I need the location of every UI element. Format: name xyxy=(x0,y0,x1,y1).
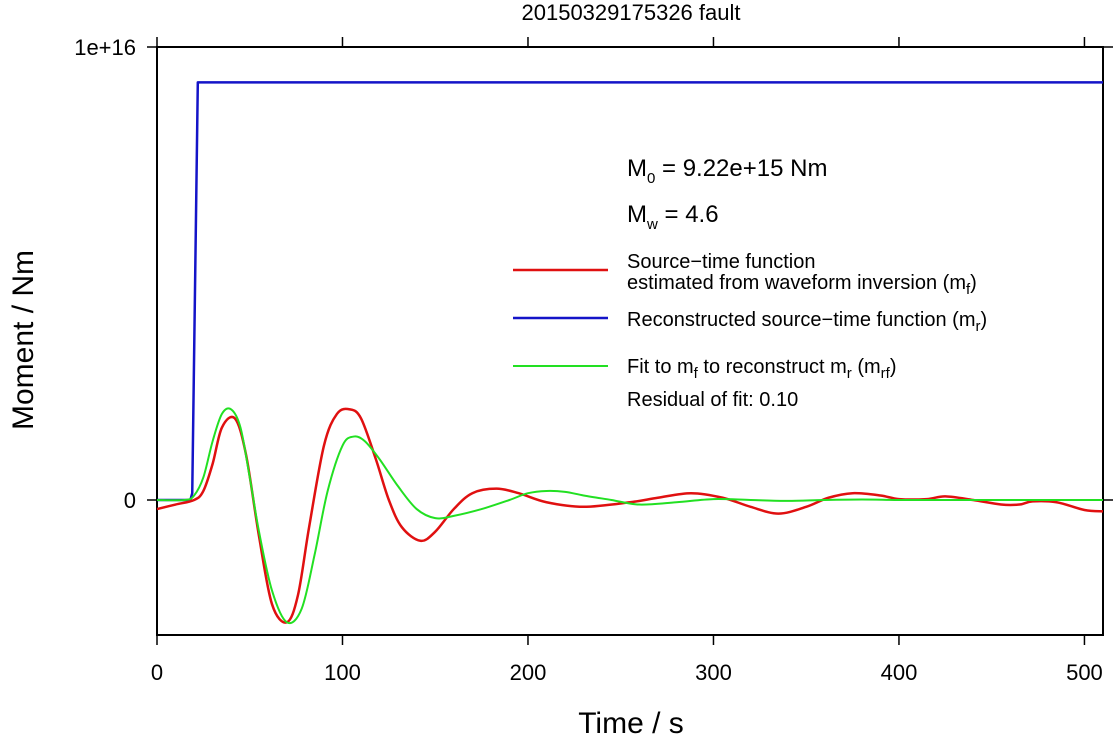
x-tick-label: 100 xyxy=(324,660,361,685)
x-tick-label: 500 xyxy=(1066,660,1103,685)
m0-main: M xyxy=(627,155,647,182)
legend-stf-tail: ) xyxy=(970,272,977,294)
x-axis-label: Time / s xyxy=(578,707,684,735)
series-line-fit xyxy=(156,407,1103,625)
x-tick-label: 400 xyxy=(881,660,918,685)
plot-frame xyxy=(156,46,1104,636)
residual-annotation: Residual of fit: 0.10 xyxy=(627,389,798,411)
y-tick-label: 0 xyxy=(124,488,136,513)
m0-subscript: 0 xyxy=(647,170,655,187)
mw-subscript: w xyxy=(646,216,658,233)
y-tick-label: 1e+16 xyxy=(74,35,136,60)
tick-labels: 0 100 200 300 400 500 0 1e+16 xyxy=(74,35,1103,685)
legend-rec-text: Reconstructed source−time function (m xyxy=(627,309,976,331)
mw-main: M xyxy=(627,201,647,228)
legend-fit-text-c: (m xyxy=(852,356,881,378)
legend-label-fit: Fit to mf to reconstruct mr (mrf) xyxy=(627,356,897,382)
legend-label-stf-line1: Source−time function xyxy=(627,251,815,273)
x-tick-label: 0 xyxy=(151,660,163,685)
x-tick-label: 200 xyxy=(510,660,547,685)
legend-fit-text-a: Fit to m xyxy=(627,356,694,378)
x-tick-label: 300 xyxy=(695,660,732,685)
m0-annotation: M0 = 9.22e+15 Nm xyxy=(627,155,827,187)
legend-fit-sub1: f xyxy=(694,365,699,382)
legend-fit-sub2: r xyxy=(847,365,852,382)
mw-value: = 4.6 xyxy=(658,201,719,228)
y-axis-label: Moment / Nm xyxy=(7,250,40,430)
legend-stf-subscript: f xyxy=(966,281,971,298)
legend-rec-tail: ) xyxy=(981,309,988,331)
legend-rec-subscript: r xyxy=(976,318,981,335)
legend-label-reconstructed: Reconstructed source−time function (mr) xyxy=(627,309,987,335)
m0-value: = 9.22e+15 Nm xyxy=(655,155,827,182)
mw-annotation: Mw = 4.6 xyxy=(627,201,719,233)
chart-title: 20150329175326 fault xyxy=(522,0,741,25)
legend-fit-text-b: to reconstruct m xyxy=(698,356,847,378)
axis-ticks xyxy=(147,37,1113,645)
legend: Source−time function estimated from wave… xyxy=(513,251,987,411)
series-layer xyxy=(156,81,1104,625)
legend-fit-sub3: rf xyxy=(881,365,891,382)
legend-fit-tail: ) xyxy=(890,356,897,378)
legend-label-stf-line2: estimated from waveform inversion (mf) xyxy=(627,272,977,298)
legend-stf-text: estimated from waveform inversion (m xyxy=(627,272,966,294)
series-line-source-time-function xyxy=(156,407,1104,624)
